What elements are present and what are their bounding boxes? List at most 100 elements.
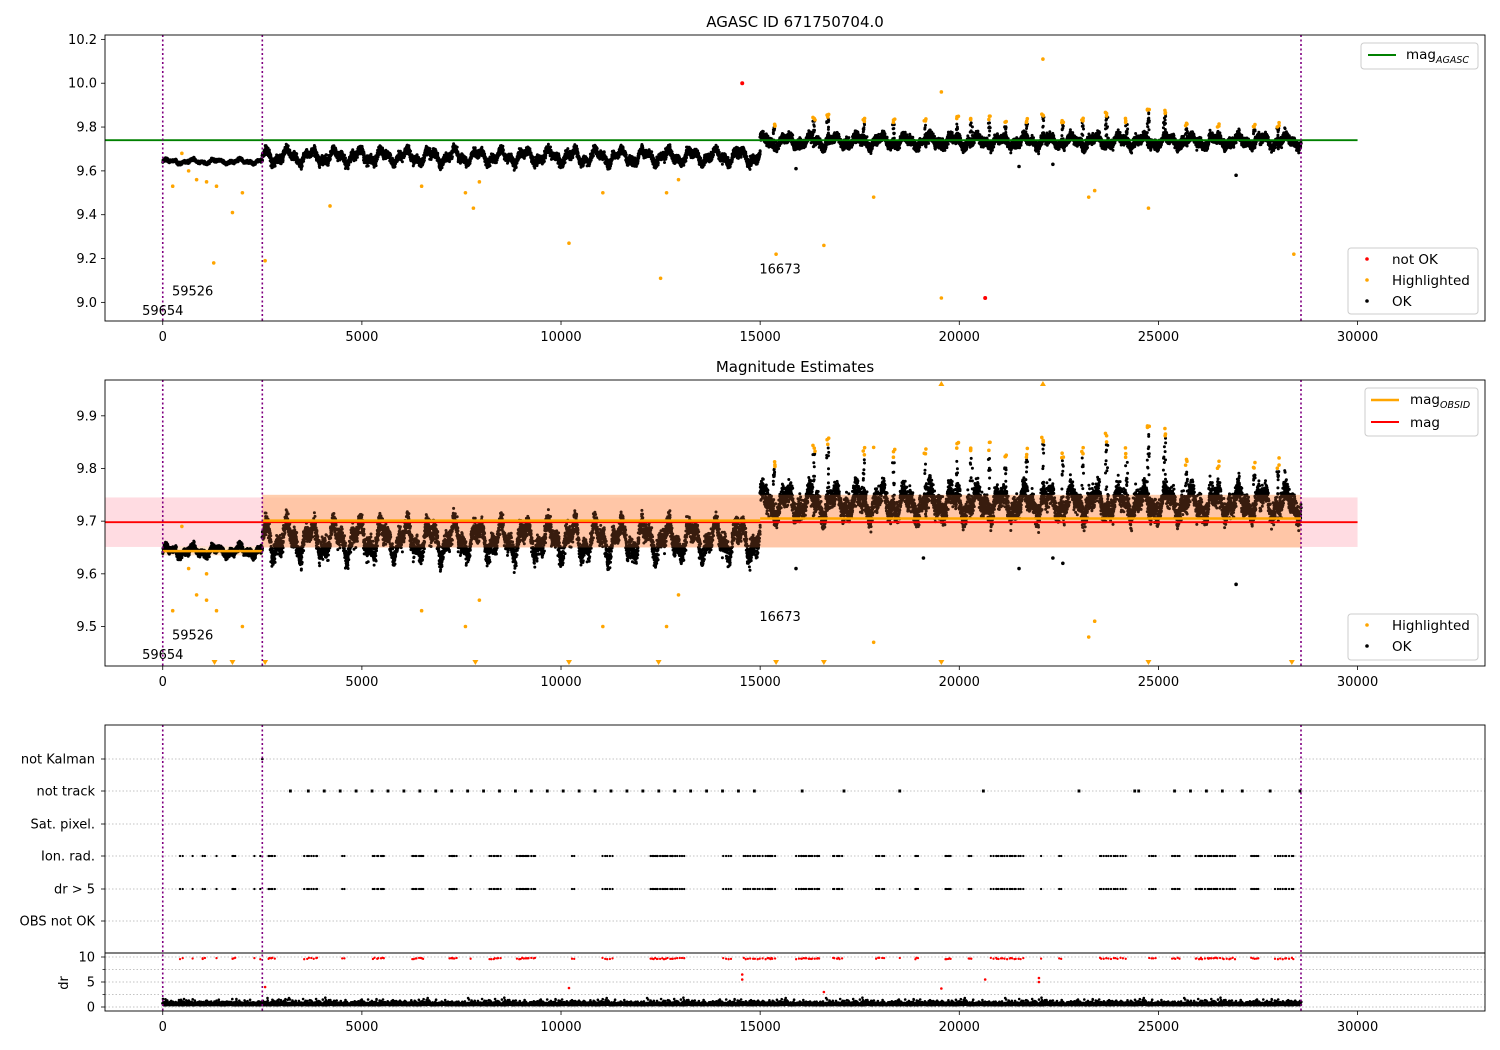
highlighted-point <box>1025 116 1030 121</box>
highlighted-point <box>939 90 944 94</box>
not-track-flag-point <box>657 789 661 793</box>
highlighted-point <box>1060 451 1064 455</box>
highlighted-point <box>240 624 245 629</box>
highlighted-point <box>1003 120 1007 124</box>
panel2-axes: 0 5000 10000 15000 20000 25000 30000 9.5 9.6 9.7 9… <box>76 409 1378 690</box>
estimates-panel: Magnitude Estimates 59654 59526 16673 0 500… <box>76 358 1486 690</box>
highlighted-point <box>471 206 476 210</box>
highlighted-point <box>1060 118 1064 123</box>
panel1-obsid-labels: 59654 59526 16673 <box>142 262 801 319</box>
flag-row-label: not track <box>36 785 95 800</box>
panel1-marks <box>161 35 1302 321</box>
not-track-flag-point <box>418 789 422 793</box>
highlighted-point <box>463 190 468 195</box>
x-tick-label: 10000 <box>540 330 581 345</box>
x-tick-label: 0 <box>159 330 167 345</box>
ok-points <box>161 111 1303 172</box>
highlighted-point <box>194 177 199 182</box>
highlighted-point <box>204 180 209 184</box>
obsid-label: 59654 <box>142 304 183 319</box>
not-track-flag-point <box>981 789 985 793</box>
highlighted-point <box>772 460 777 464</box>
dr-axis-label: dr <box>57 976 72 990</box>
highlighted-point <box>1081 119 1085 123</box>
y-tick-label: 9.7 <box>76 515 97 530</box>
highlighted-point <box>180 151 184 156</box>
legend-highlighted-label: Highlighted <box>1392 618 1470 634</box>
legend-mag-obsid-sub: OBSID <box>1440 400 1470 411</box>
x-tick-label: 30000 <box>1337 675 1378 690</box>
dr-tick-label: 10 <box>78 951 95 966</box>
highlighted-point <box>1086 195 1091 199</box>
highlighted-point <box>463 624 468 629</box>
not-track-flag-point <box>498 789 501 793</box>
highlighted-point <box>1146 206 1151 210</box>
highlighted-point <box>1277 463 1281 467</box>
legend-highlighted-marker <box>1365 623 1369 627</box>
highlighted-point <box>772 122 777 127</box>
legend-ok-marker <box>1365 644 1369 648</box>
not-track-flag-point <box>721 789 724 793</box>
highlighted-point <box>862 452 867 457</box>
x-tick-label: 25000 <box>1138 1020 1179 1035</box>
not-track-flag-point <box>1137 789 1141 793</box>
highlighted-point <box>1215 466 1220 471</box>
not-track-flag-point <box>641 789 645 793</box>
not-track-flag-point <box>1077 789 1081 793</box>
obsid-label: 59654 <box>142 648 183 663</box>
x-tick-label: 0 <box>159 675 167 690</box>
clipped-low-marker <box>1145 660 1152 665</box>
y-tick-label: 9.6 <box>76 164 97 179</box>
highlighted-point <box>1104 114 1109 118</box>
highlighted-point <box>1123 455 1128 460</box>
highlighted-point <box>664 624 669 629</box>
highlighted-point <box>1103 110 1108 115</box>
clipped-low-marker <box>262 660 269 665</box>
highlighted-point <box>1145 107 1150 112</box>
panel1-axes: 0 5000 10000 15000 20000 25000 30000 9.0 9.2 9.4 9… <box>68 33 1378 345</box>
highlighted-point <box>1123 119 1128 123</box>
x-tick-label: 5000 <box>345 675 378 690</box>
clipped-low-marker <box>1288 660 1295 665</box>
x-tick-label: 10000 <box>540 675 581 690</box>
highlighted-point <box>862 445 867 450</box>
highlighted-point <box>988 114 992 118</box>
highlighted-point <box>939 296 944 300</box>
legend-highlighted-marker <box>1365 278 1369 282</box>
highlighted-point <box>1217 459 1221 464</box>
clipped-low-marker <box>229 660 236 665</box>
not-track-flag-point <box>673 789 677 793</box>
legend-mag-agasc-label: mag <box>1406 47 1436 63</box>
highlighted-point <box>601 190 605 195</box>
not-track-flag-point <box>800 789 804 793</box>
x-tick-label: 30000 <box>1337 330 1378 345</box>
highlighted-point <box>419 184 424 189</box>
highlighted-point <box>987 448 991 453</box>
not-track-flag-point <box>466 789 470 793</box>
highlighted-point <box>263 258 267 263</box>
highlighted-point <box>988 440 992 445</box>
highlighted-point <box>1163 426 1167 431</box>
highlighted-point <box>924 447 928 451</box>
highlighted-point <box>1163 432 1168 436</box>
highlighted-point <box>1123 451 1128 456</box>
highlighted-point <box>1277 120 1281 125</box>
panel3-frame <box>104 724 1486 1012</box>
highlighted-point <box>871 640 876 645</box>
clipped-low-marker <box>820 660 827 665</box>
highlighted-point <box>230 210 235 215</box>
highlighted-point <box>871 195 876 199</box>
clipped-low-marker <box>773 660 780 665</box>
highlighted-point <box>1081 451 1085 456</box>
clipped-low-marker <box>565 660 572 665</box>
not-track-flag-point <box>529 789 533 793</box>
legend-not-ok-marker <box>1365 257 1369 261</box>
x-tick-label: 15000 <box>739 330 780 345</box>
ok-point <box>1017 164 1021 169</box>
not-track-flag-point <box>609 789 613 793</box>
flag-row-label: dr > 5 <box>54 883 95 898</box>
not-ok-point <box>983 295 988 300</box>
highlighted-point <box>676 593 681 597</box>
dr-flagged-points <box>178 956 1295 961</box>
highlighted-point <box>923 119 928 123</box>
